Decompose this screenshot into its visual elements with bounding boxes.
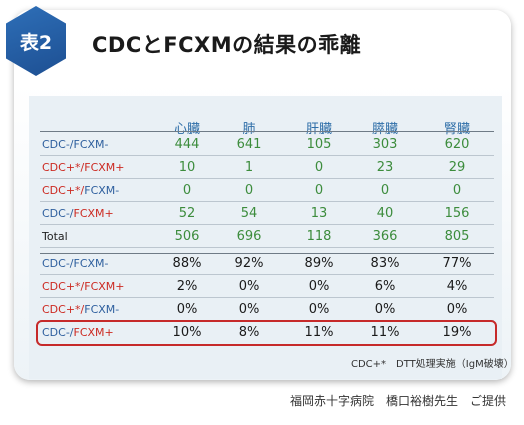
row-label: CDC-/FCXM- xyxy=(42,257,109,270)
row-divider xyxy=(40,224,494,225)
row-label-part: CDC+*/ xyxy=(42,303,85,316)
table-cell: 0 xyxy=(182,183,192,198)
row-label-part: CDC+*/ xyxy=(42,161,85,174)
table-cell: 118 xyxy=(306,229,332,244)
table-cell: 0% xyxy=(238,302,260,317)
row-label: CDC+*/FCXM+ xyxy=(42,161,125,174)
row-label: Total xyxy=(42,230,68,243)
table-cell: 52 xyxy=(178,206,196,221)
row-label-part: FCXM+ xyxy=(84,280,125,293)
table-cell: 444 xyxy=(174,137,200,152)
table-cell: 696 xyxy=(236,229,262,244)
table-cell: 88% xyxy=(172,256,202,271)
table-cell: 2% xyxy=(176,279,198,294)
row-label-part: Total xyxy=(42,230,68,243)
table-cell: 641 xyxy=(236,137,262,152)
table-cell: 4% xyxy=(446,279,468,294)
table-cell: 83% xyxy=(370,256,400,271)
column-header: 腎臓 xyxy=(443,122,470,137)
table-cell: 11% xyxy=(370,325,400,340)
row-label: CDC+*/FCXM- xyxy=(42,184,119,197)
row-label-part: CDC-/FCXM- xyxy=(42,257,109,270)
row-label-part: FCXM+ xyxy=(73,207,114,220)
table-cell: 0% xyxy=(308,302,330,317)
row-divider xyxy=(40,274,494,275)
table-cell: 0 xyxy=(314,183,324,198)
column-header: 心臓 xyxy=(173,122,200,137)
table-cell: 8% xyxy=(238,325,260,340)
highlight-box xyxy=(36,320,497,346)
table-cell: 0 xyxy=(452,183,462,198)
row-divider xyxy=(40,253,494,254)
table-cell: 29 xyxy=(448,160,466,175)
row-divider xyxy=(40,297,494,298)
table-cell: 40 xyxy=(376,206,394,221)
column-header: 膵臓 xyxy=(371,122,398,137)
row-divider xyxy=(40,201,494,202)
row-divider xyxy=(40,131,494,132)
table-cell: 620 xyxy=(444,137,470,152)
table-cell: 0% xyxy=(446,302,468,317)
row-divider xyxy=(40,247,494,248)
table-cell: 13 xyxy=(310,206,328,221)
table-cell: 54 xyxy=(240,206,258,221)
row-label-part: CDC+*/ xyxy=(42,280,85,293)
table-cell: 0 xyxy=(314,160,324,175)
table-cell: 0% xyxy=(238,279,260,294)
table-cell: 10% xyxy=(172,325,202,340)
row-divider xyxy=(40,155,494,156)
table-cell: 805 xyxy=(444,229,470,244)
table-cell: 89% xyxy=(304,256,334,271)
row-label-part: CDC+*/ xyxy=(42,184,85,197)
row-label: CDC-/FCXM+ xyxy=(42,207,114,220)
row-label: CDC+*/FCXM- xyxy=(42,303,119,316)
row-divider xyxy=(40,178,494,179)
table-cell: 1 xyxy=(244,160,254,175)
table-panel xyxy=(29,96,502,379)
table-cell: 23 xyxy=(376,160,394,175)
row-label-part: FCXM+ xyxy=(84,161,125,174)
table-cell: 11% xyxy=(304,325,334,340)
table-cell: 0% xyxy=(374,302,396,317)
column-header: 肺 xyxy=(242,122,256,137)
row-label-part: CDC-/ xyxy=(42,326,74,339)
row-label: CDC-/FCXM+ xyxy=(42,326,114,339)
table-cell: 0 xyxy=(380,183,390,198)
row-label: CDC+*/FCXM+ xyxy=(42,280,125,293)
table-cell: 156 xyxy=(444,206,470,221)
footnote: CDC+* DTT処理実施（IgM破壊） xyxy=(351,359,514,370)
table-cell: 366 xyxy=(372,229,398,244)
table-cell: 77% xyxy=(442,256,472,271)
table-title: CDCとFCXMの結果の乖離 xyxy=(92,33,362,57)
column-header: 肝臓 xyxy=(305,122,332,137)
table-cell: 0% xyxy=(176,302,198,317)
table-cell: 0% xyxy=(308,279,330,294)
table-cell: 506 xyxy=(174,229,200,244)
row-label-part: FCXM- xyxy=(84,303,120,316)
table-cell: 19% xyxy=(442,325,472,340)
row-label-part: FCXM- xyxy=(84,184,120,197)
table-cell: 105 xyxy=(306,137,332,152)
credit-line: 福岡赤十字病院 橋口裕樹先生 ご提供 xyxy=(290,394,507,408)
table-cell: 6% xyxy=(374,279,396,294)
table-cell: 10 xyxy=(178,160,196,175)
table-cell: 0 xyxy=(244,183,254,198)
table-cell: 92% xyxy=(234,256,264,271)
table-cell: 303 xyxy=(372,137,398,152)
row-label-part: FCXM+ xyxy=(73,326,114,339)
row-label: CDC-/FCXM- xyxy=(42,138,109,151)
row-label-part: CDC-/ xyxy=(42,207,74,220)
row-label-part: CDC-/FCXM- xyxy=(42,138,109,151)
